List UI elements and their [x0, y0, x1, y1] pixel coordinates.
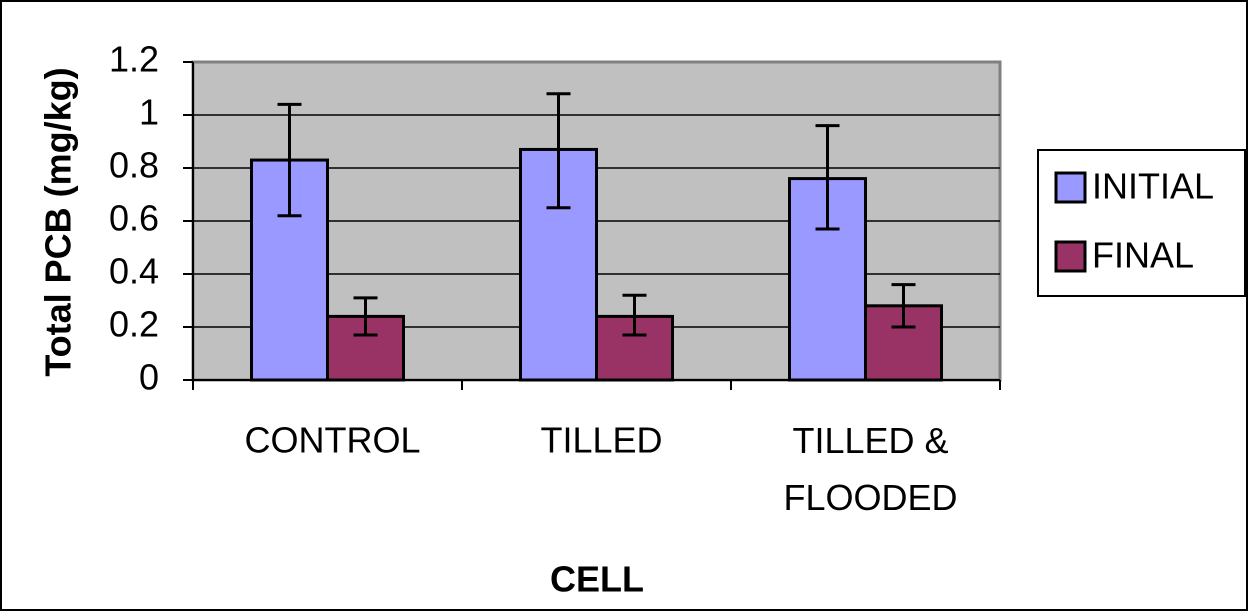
legend-swatch-initial — [1054, 171, 1087, 204]
legend-label-initial: INITIAL — [1092, 166, 1214, 207]
y-tick-label: 0.4 — [109, 251, 159, 292]
x-category-label: TILLED — [540, 420, 662, 461]
y-tick-label: 1.2 — [109, 39, 159, 80]
x-axis-ticks — [192, 380, 1001, 390]
legend: INITIAL FINAL — [1037, 149, 1246, 297]
y-tick-label: 0.2 — [109, 304, 159, 345]
legend-swatch-final — [1054, 240, 1087, 273]
y-tick-label: 0.8 — [109, 145, 159, 186]
y-axis-title: Total PCB (mg/kg) — [38, 67, 79, 376]
legend-label-final: FINAL — [1092, 235, 1194, 276]
category-label-line: TILLED & — [792, 420, 948, 461]
bars — [250, 147, 943, 382]
error-bars — [277, 92, 916, 337]
x-axis-category-labels: CONTROL TILLED TILLED & FLOODED — [244, 420, 957, 518]
y-tick-label: 1 — [139, 92, 159, 133]
category-label-line: FLOODED — [783, 477, 957, 518]
x-axis-title: CELL — [550, 559, 644, 600]
y-tick-label: 0.6 — [109, 198, 159, 239]
y-tick-label: 0 — [139, 357, 159, 398]
x-category-label: CONTROL — [244, 420, 420, 461]
x-category-label: TILLED & FLOODED — [783, 420, 957, 518]
y-axis-ticks: 0 0.2 0.4 0.6 0.8 1 1.2 — [109, 39, 193, 398]
